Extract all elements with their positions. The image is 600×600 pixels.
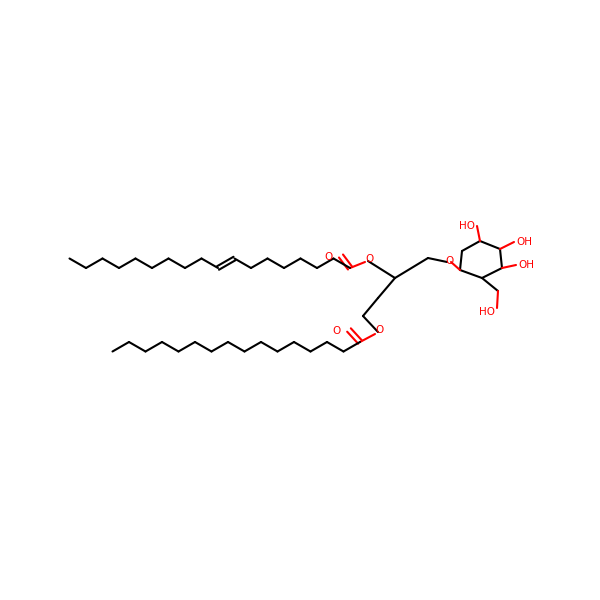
Text: OH: OH (516, 237, 532, 247)
Text: HO: HO (459, 221, 475, 231)
Text: O: O (375, 325, 383, 335)
Text: HO: HO (479, 307, 495, 317)
Text: O: O (365, 254, 373, 264)
Text: O: O (333, 326, 341, 336)
Text: O: O (325, 252, 333, 262)
Text: O: O (445, 256, 453, 266)
Text: OH: OH (518, 260, 534, 270)
